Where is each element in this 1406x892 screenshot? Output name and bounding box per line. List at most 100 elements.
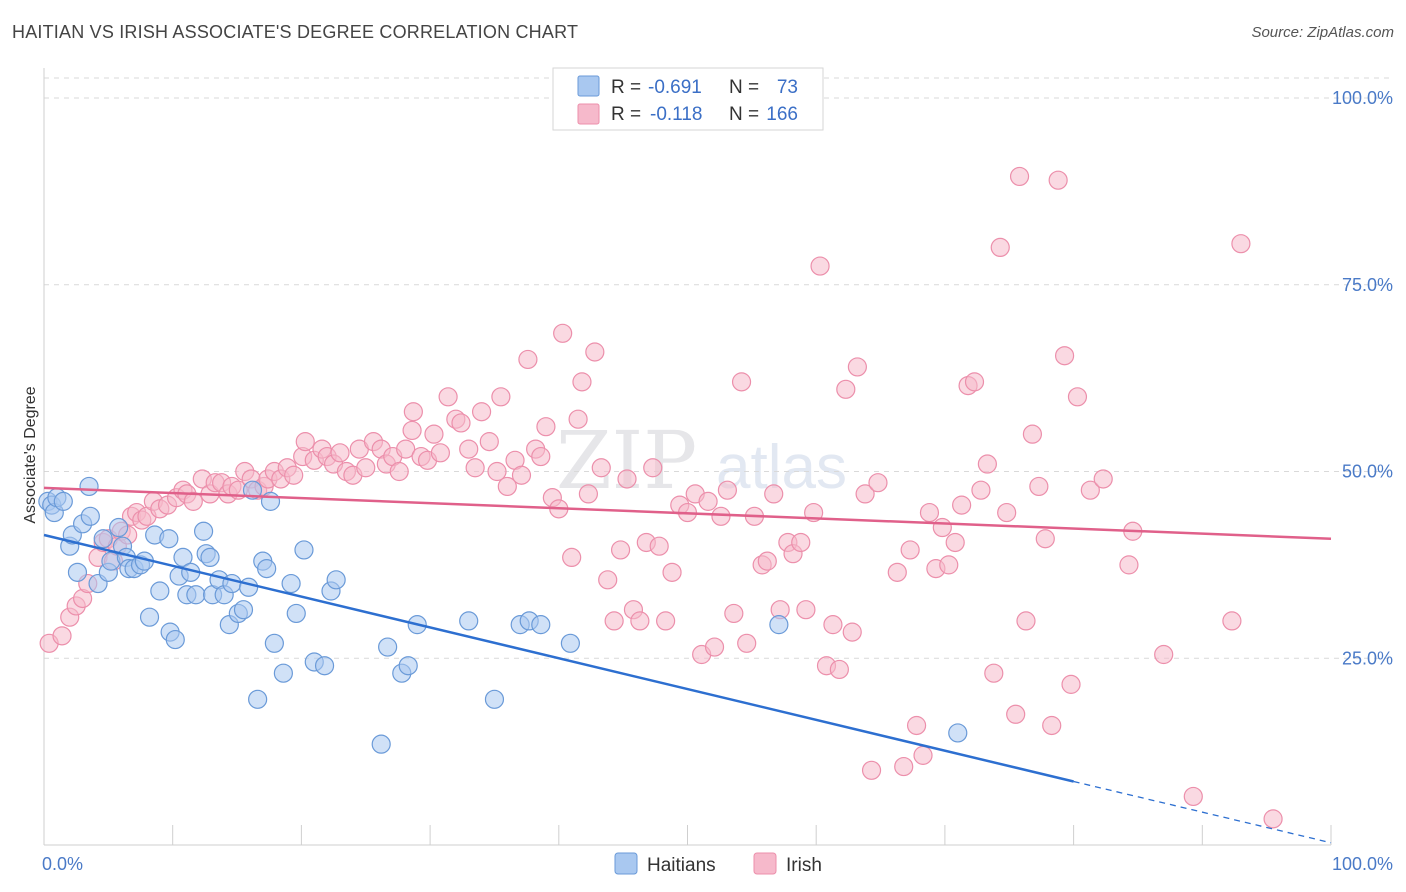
irish-point <box>471 402 492 422</box>
irish-point <box>356 458 376 478</box>
haitian-point <box>326 570 346 590</box>
chart-title: HAITIAN VS IRISH ASSOCIATE'S DEGREE CORR… <box>12 22 579 42</box>
haitian-point <box>200 547 220 568</box>
haitian-point <box>159 529 179 549</box>
irish-point <box>829 659 849 680</box>
irish-point <box>402 420 422 441</box>
irish-point <box>945 532 965 553</box>
irish-point <box>861 760 882 780</box>
irish-point <box>604 611 624 631</box>
irish-point <box>971 480 991 500</box>
haitian-point <box>314 656 335 676</box>
haitian-point <box>193 521 214 541</box>
haitian-point <box>286 603 306 624</box>
irish-point <box>643 458 663 478</box>
irish-point <box>438 387 458 407</box>
haitian-point <box>531 615 551 635</box>
legend-swatch-irish <box>577 103 600 125</box>
irish-point <box>952 495 972 515</box>
haitian-point <box>484 689 505 709</box>
irish-point <box>295 432 315 452</box>
haitian-point <box>257 559 277 579</box>
irish-point <box>585 342 605 362</box>
irish-point <box>536 417 556 437</box>
haitian-point <box>242 480 263 500</box>
irish-point <box>704 637 725 657</box>
haitian-point <box>186 585 206 605</box>
legend-r-label-irish: R = <box>611 104 641 125</box>
irish-point <box>977 454 997 474</box>
irish-point <box>284 465 304 485</box>
haitian-point <box>139 607 160 627</box>
haitian-point <box>260 491 281 511</box>
haitian-point <box>371 734 391 754</box>
irish-point <box>389 461 409 482</box>
irish-point <box>906 715 927 736</box>
irish-point <box>1263 809 1283 829</box>
irish-point <box>1080 480 1100 500</box>
legend-n-value-haitians: 73 <box>777 77 798 98</box>
irish-point <box>868 473 888 493</box>
irish-point <box>842 622 862 642</box>
irish-point <box>887 562 907 582</box>
irish-point <box>1183 786 1203 807</box>
irish-point <box>572 372 592 392</box>
y-tick-label: 75.0% <box>1342 275 1393 295</box>
irish-point <box>1154 644 1174 665</box>
irish-point <box>656 611 676 631</box>
irish-point <box>598 570 618 590</box>
x-tick-label: 100.0% <box>1332 854 1393 874</box>
irish-point <box>617 469 637 489</box>
haitian-point <box>294 540 314 560</box>
irish-point <box>403 402 423 422</box>
chart-source: Source: ZipAtlas.com <box>1251 24 1394 41</box>
irish-point <box>1029 476 1049 497</box>
irish-point <box>791 532 811 553</box>
irish-point <box>1006 704 1026 724</box>
irish-point <box>451 413 471 433</box>
x-tick-label: 0.0% <box>42 854 83 874</box>
irish-point <box>491 387 511 407</box>
haitian-point <box>53 491 73 511</box>
irish-point <box>847 357 867 377</box>
irish-point <box>568 409 588 429</box>
irish-point <box>1231 234 1251 254</box>
legend-r-label-haitians: R = <box>611 77 641 98</box>
irish-point <box>698 491 718 511</box>
irish-point <box>531 446 551 467</box>
bottom-legend-swatch-irish <box>753 852 777 875</box>
irish-point <box>823 615 843 635</box>
haitian-point <box>769 615 789 635</box>
haitian-point <box>67 562 88 582</box>
irish-point <box>836 379 856 399</box>
bottom-legend-swatch-haitians <box>614 852 638 875</box>
irish-point <box>511 465 532 485</box>
irish-point <box>1222 611 1242 631</box>
irish-point <box>518 349 538 370</box>
haitian-point <box>80 506 100 526</box>
trend-lines <box>43 486 1332 844</box>
irish-point <box>990 237 1010 257</box>
haitian-point <box>239 577 259 597</box>
grid-lines <box>44 77 1394 659</box>
irish-point <box>662 562 682 582</box>
irish-point <box>919 502 940 523</box>
haitian-point <box>378 637 398 657</box>
haitian-point <box>398 656 418 676</box>
irish-point <box>1022 424 1043 444</box>
legend-n-value-irish: 166 <box>766 104 798 125</box>
irish-point <box>630 611 650 631</box>
irish-point <box>553 323 573 343</box>
irish-point <box>997 502 1017 523</box>
haitian-point <box>79 476 99 497</box>
irish-point <box>731 372 752 392</box>
irish-point <box>796 600 816 620</box>
haitian-points <box>38 476 968 754</box>
bottom-legend-label-irish: Irish <box>786 855 822 876</box>
irish-point <box>737 633 757 653</box>
bottom-legend-label-haitians: Haitians <box>647 855 716 876</box>
irish-point <box>900 540 920 560</box>
haitian-point <box>459 611 479 631</box>
irish-point <box>487 461 507 482</box>
